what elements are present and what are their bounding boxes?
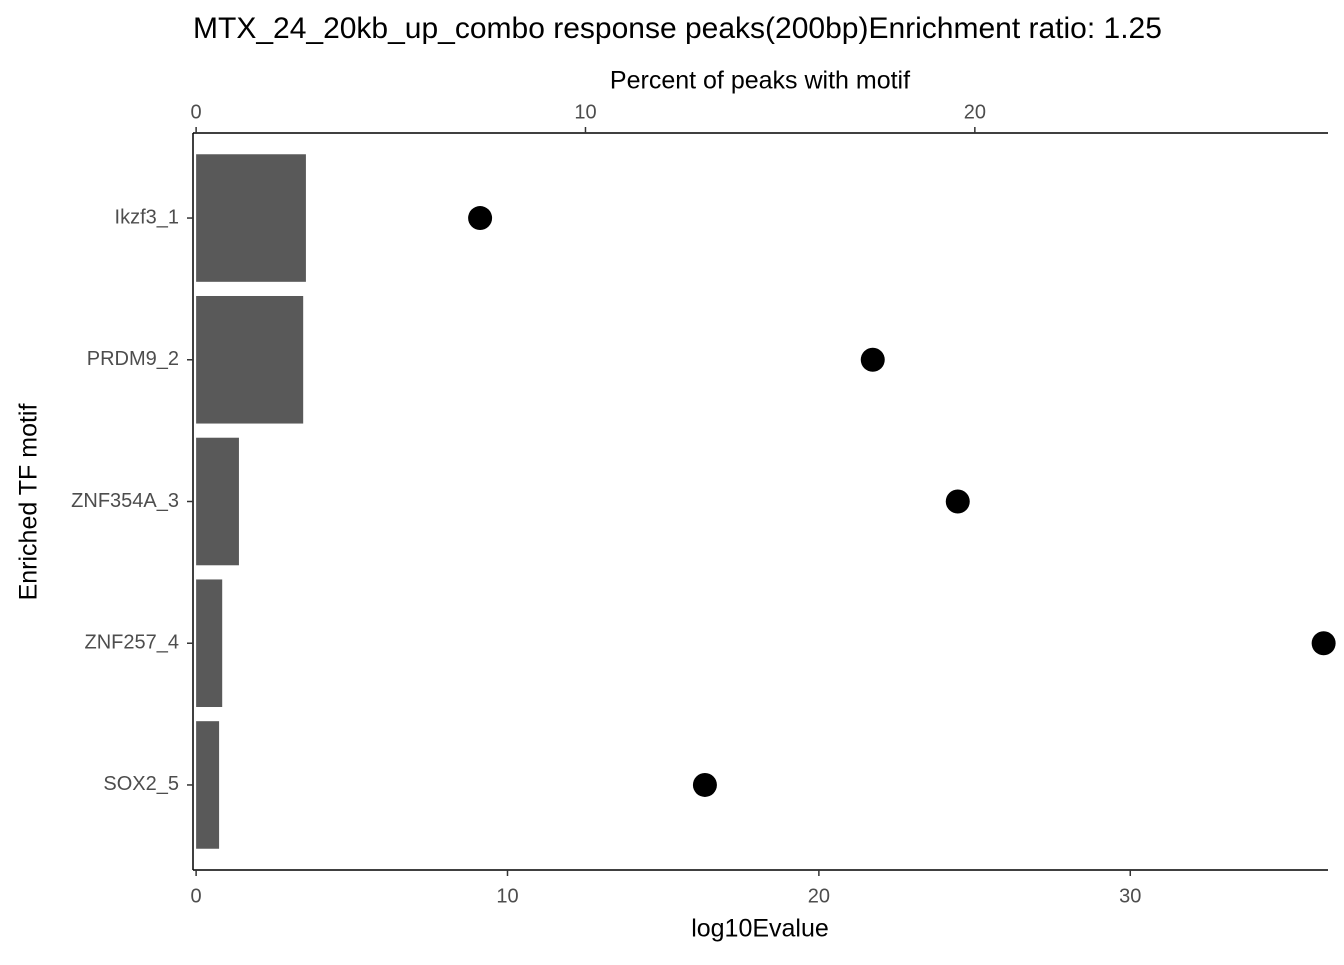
y-tick-label: PRDM9_2 bbox=[87, 348, 179, 370]
x2-tick-label: 10 bbox=[574, 101, 596, 123]
x2-axis-title: Percent of peaks with motif bbox=[610, 67, 910, 95]
x-tick-label: 0 bbox=[191, 885, 202, 907]
y-axis-title: Enriched TF motif bbox=[15, 404, 43, 601]
x-axis-title: log10Evalue bbox=[691, 915, 829, 943]
x2-tick-label: 20 bbox=[964, 101, 986, 123]
bar bbox=[196, 579, 223, 708]
bar bbox=[196, 437, 239, 566]
point bbox=[692, 772, 717, 797]
x-tick-label: 10 bbox=[496, 885, 518, 907]
point bbox=[860, 347, 885, 372]
y-tick-label: SOX2_5 bbox=[103, 773, 179, 795]
bar bbox=[196, 295, 304, 424]
x2-tick-label: 0 bbox=[191, 101, 202, 123]
y-tick-label: Ikzf3_1 bbox=[115, 206, 179, 228]
x-tick-label: 30 bbox=[1119, 885, 1141, 907]
y-tick-label: ZNF257_4 bbox=[85, 632, 180, 654]
y-tick-label: ZNF354A_3 bbox=[71, 490, 179, 512]
point bbox=[1311, 631, 1336, 656]
bar bbox=[196, 721, 220, 849]
chart-title: MTX_24_20kb_up_combo response peaks(200b… bbox=[193, 12, 1162, 45]
x-tick-label: 20 bbox=[808, 885, 830, 907]
point bbox=[468, 206, 493, 231]
bar bbox=[196, 154, 306, 282]
point bbox=[945, 489, 970, 514]
